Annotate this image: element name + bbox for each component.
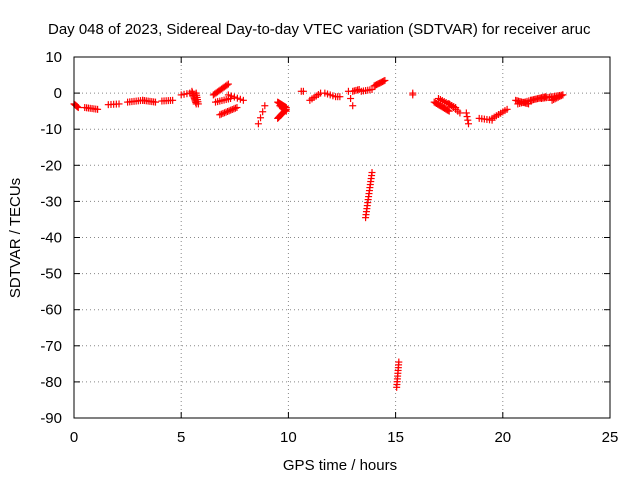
data-point [230, 105, 238, 113]
y-tick-label: -90 [40, 410, 62, 427]
data-point [228, 106, 236, 114]
x-tick-label: 10 [280, 429, 297, 446]
data-point [227, 106, 235, 114]
data-point [559, 91, 567, 99]
data-point [224, 91, 232, 99]
data-point [282, 107, 290, 115]
data-point [456, 109, 464, 117]
data-point [151, 98, 159, 106]
data-points [70, 76, 567, 391]
data-point [217, 110, 225, 118]
data-point [216, 111, 224, 119]
data-point [368, 169, 376, 177]
data-point [409, 89, 417, 97]
y-tick-label: -20 [40, 157, 62, 174]
data-point [381, 76, 389, 84]
data-point [233, 94, 241, 102]
data-point [299, 87, 307, 95]
data-point [557, 92, 565, 100]
y-axis-label: SDTVAR / TECUs [7, 178, 24, 298]
y-tick-label: -40 [40, 230, 62, 247]
y-tick-label: -50 [40, 266, 62, 283]
x-tick-label: 15 [387, 429, 404, 446]
x-tick-label: 0 [70, 429, 78, 446]
data-point [225, 107, 233, 115]
data-point [254, 120, 262, 128]
data-point [236, 95, 244, 103]
data-point [257, 114, 265, 122]
x-tick-label: 20 [494, 429, 511, 446]
data-point [259, 108, 267, 116]
data-point [463, 113, 471, 121]
data-point [233, 104, 241, 112]
data-point [227, 92, 235, 100]
y-tick-label: -70 [40, 338, 62, 355]
data-point [395, 358, 403, 366]
y-tick-label: -10 [40, 121, 62, 138]
axis-ticks [73, 56, 611, 419]
data-point [169, 96, 177, 104]
data-point [464, 116, 472, 124]
data-point [554, 93, 562, 101]
data-point [231, 104, 239, 112]
data-point [347, 95, 355, 103]
data-point [219, 109, 227, 117]
x-tick-labels: 0 5 10 15 20 25 [70, 429, 619, 446]
data-point [94, 105, 102, 113]
data-point [368, 85, 376, 93]
data-point [220, 109, 228, 117]
data-point [224, 80, 232, 88]
data-point [336, 93, 344, 101]
chart-title: Day 048 of 2023, Sidereal Day-to-day VTE… [48, 21, 591, 38]
data-point [73, 103, 81, 111]
data-point [462, 109, 470, 117]
data-point [349, 102, 357, 110]
data-point [239, 96, 247, 104]
data-point [261, 102, 269, 110]
data-point [74, 104, 82, 112]
data-point [503, 105, 511, 113]
y-tick-labels: 10 0 -10 -20 -30 -40 -50 -60 -70 -80 -90 [40, 49, 62, 427]
data-point [223, 81, 231, 89]
grid-lines [74, 57, 610, 418]
data-point [281, 106, 289, 114]
x-tick-label: 5 [177, 429, 185, 446]
data-point [380, 77, 388, 85]
y-tick-label: -60 [40, 302, 62, 319]
y-tick-label: -30 [40, 193, 62, 210]
data-point [556, 92, 564, 100]
data-point [194, 100, 202, 108]
y-tick-label: 10 [45, 49, 62, 66]
data-point [230, 93, 238, 101]
data-point [115, 100, 123, 108]
y-tick-label: 0 [54, 85, 62, 102]
data-point [445, 107, 453, 115]
data-point [464, 120, 472, 128]
data-point [222, 108, 230, 116]
data-point [551, 95, 559, 103]
data-point [548, 96, 556, 104]
y-tick-label: -80 [40, 374, 62, 391]
data-point [550, 96, 558, 104]
x-tick-label: 25 [602, 429, 619, 446]
data-point [224, 107, 232, 115]
x-axis-label: GPS time / hours [283, 457, 397, 474]
data-point [553, 94, 561, 102]
data-point [444, 106, 452, 114]
